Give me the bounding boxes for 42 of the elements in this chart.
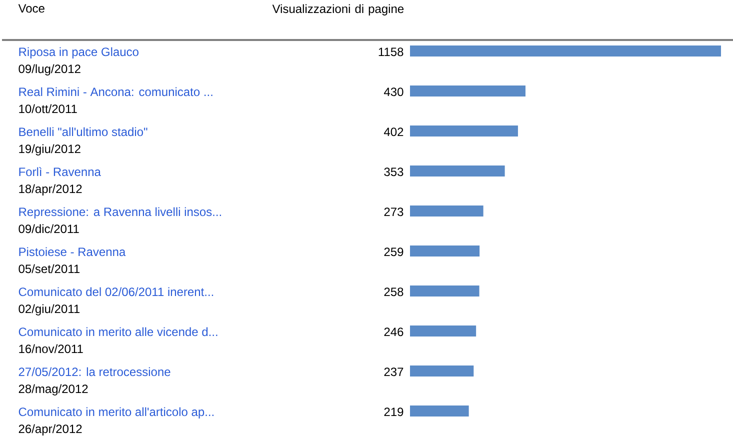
data-label: 430 — [384, 88, 404, 96]
text: 19/giu/2012 — [19, 144, 80, 156]
y-tick-label: Benelli "all'ultimo stadio" — [19, 127, 148, 136]
data-label: 237 — [384, 368, 404, 376]
bar — [410, 45, 721, 56]
bar — [410, 285, 480, 296]
y-axis-title: Voce — [18, 4, 44, 13]
y-tick-label: Forlì - Ravenna — [19, 167, 101, 176]
bar — [410, 205, 484, 216]
data-label: 219 — [384, 408, 404, 416]
y-tick-label: Pistoiese - Ravenna — [19, 247, 126, 256]
y-tick-label: Repressione: a Ravenna livelli insos... — [19, 207, 221, 218]
bar — [410, 85, 526, 96]
y-tick-label: Comunicato del 02/06/2011 inerent... — [18, 287, 214, 296]
y-tick-label: Comunicato in merito all'articolo ap... — [18, 407, 214, 418]
text: 26/apr/2012 — [18, 424, 82, 436]
text: 02/giu/2011 — [18, 304, 80, 316]
text: 10/ott/2011 — [19, 104, 77, 114]
y-tick-label: Riposa in pace Glauco — [19, 47, 138, 58]
data-label: 1158 — [378, 48, 404, 56]
data-label: 259 — [384, 248, 404, 256]
bar — [410, 125, 518, 136]
data-label: 402 — [384, 128, 404, 136]
y-tick-label: 27/05/2012: la retrocessione — [18, 367, 170, 376]
bar — [410, 365, 474, 376]
text: 09/lug/2012 — [18, 64, 80, 76]
data-label: 273 — [384, 208, 404, 216]
y-tick-label: Comunicato in merito alle vicende d... — [18, 327, 218, 336]
x-axis-title: Visualizzazioni di pagine — [272, 4, 404, 16]
data-label: 353 — [384, 168, 404, 176]
data-label: 246 — [384, 328, 404, 336]
text: 18/apr/2012 — [19, 184, 82, 196]
y-tick-label: Real Rimini - Ancona: comunicato ... — [19, 87, 212, 96]
bar — [410, 405, 469, 416]
text: 05/set/2011 — [18, 264, 80, 274]
bar — [410, 165, 505, 176]
bar — [410, 245, 480, 256]
text: 16/nov/2011 — [19, 344, 83, 354]
text: 09/dic/2011 — [18, 224, 79, 234]
data-label: 258 — [384, 288, 404, 296]
text: 28/mag/2012 — [18, 384, 88, 396]
bar — [410, 325, 476, 336]
